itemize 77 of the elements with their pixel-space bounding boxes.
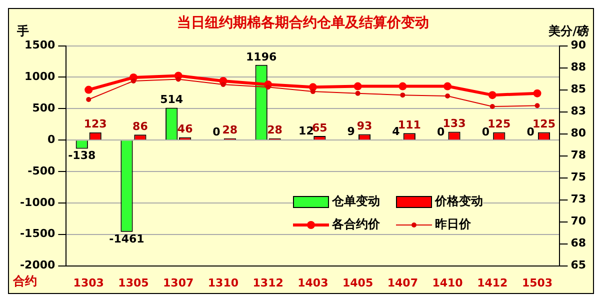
point (266, 84, 271, 90)
y2-tick-label: 65 (570, 258, 586, 272)
data-label: 0 (436, 125, 445, 138)
point (176, 76, 181, 82)
data-label: 0 (526, 125, 535, 138)
point (310, 89, 316, 94)
point (445, 93, 450, 98)
legend-label: 昨日价 (435, 216, 471, 233)
data-label: -1461 (109, 232, 144, 246)
x-tick-label: 1312 (252, 276, 284, 290)
y2-tick-label: 83 (570, 104, 586, 118)
y-axis-title: 手 (16, 24, 29, 38)
y2-tick-label: 73 (570, 192, 586, 206)
point (398, 82, 407, 90)
data-label: 111 (398, 118, 421, 132)
y-tick-label: -500 (28, 164, 56, 178)
point (220, 82, 226, 88)
data-label: 514 (160, 93, 184, 106)
point (354, 82, 362, 90)
point (490, 104, 495, 110)
x-tick-label: 1310 (208, 276, 239, 290)
y-tick-label: 1000 (24, 70, 56, 84)
x-tick-label: 1407 (387, 276, 418, 290)
y2-tick-label: 88 (570, 60, 586, 74)
data-label: 93 (356, 120, 372, 133)
x-tick-label: 1410 (432, 276, 464, 290)
y2-tick-label: 90 (570, 38, 586, 52)
y-tick-label: 0 (48, 132, 56, 146)
data-label: 125 (532, 118, 556, 131)
data-label: 46 (177, 122, 194, 136)
point (355, 90, 360, 96)
data-label: 28 (267, 124, 282, 137)
point (84, 86, 93, 94)
x-tick-label: 1307 (163, 276, 194, 290)
y-tick-label: -1500 (20, 227, 56, 240)
y2-tick-label: 70 (570, 214, 586, 228)
data-label: 0 (212, 125, 221, 138)
y2-tick-label: 75 (570, 170, 586, 184)
x-tick-label: 1412 (477, 276, 508, 290)
data-label: 4 (392, 125, 400, 138)
y2-tick-label: 85 (570, 82, 586, 96)
x-tick-label: 1503 (522, 276, 553, 290)
y-tick-label: -2000 (20, 258, 56, 272)
y2-axis-title: 美分/磅 (548, 24, 589, 38)
x-tick-label: 1303 (73, 276, 104, 290)
y-tick-label: 500 (32, 102, 56, 115)
y-tick-label: -1000 (20, 196, 56, 209)
legend-label: 仓单变动 (332, 193, 380, 210)
point (488, 91, 496, 100)
data-label: 86 (132, 120, 148, 134)
data-label: 12 (298, 124, 314, 138)
y2-tick-label: 80 (570, 126, 586, 140)
data-label: 9 (347, 124, 355, 138)
point (533, 89, 542, 98)
point (400, 92, 406, 98)
legend-label: 价格变动 (435, 193, 483, 210)
point (534, 103, 540, 108)
point (130, 78, 136, 84)
data-label: -138 (68, 149, 96, 162)
x-tick-label: 1403 (298, 276, 328, 290)
legend-label: 各合约价 (332, 216, 380, 233)
data-label: 1196 (246, 50, 277, 64)
x-axis-title: 合约 (12, 274, 37, 288)
data-label: 65 (312, 121, 328, 134)
x-tick-label: 1405 (342, 276, 374, 290)
data-label: 125 (488, 118, 511, 131)
x-tick-label: 1305 (118, 276, 149, 290)
data-label: 28 (222, 124, 238, 137)
data-label: 133 (442, 117, 466, 130)
y2-tick-label: 68 (570, 236, 586, 250)
data-label: 123 (84, 118, 107, 131)
point (444, 82, 452, 90)
data-label: 0 (482, 125, 490, 138)
chart-title: 当日纽约期棉各期合约仓单及结算价变动 (177, 14, 429, 32)
y2-tick-label: 78 (570, 148, 586, 162)
y-tick-label: 1500 (24, 38, 56, 52)
point (86, 96, 92, 102)
